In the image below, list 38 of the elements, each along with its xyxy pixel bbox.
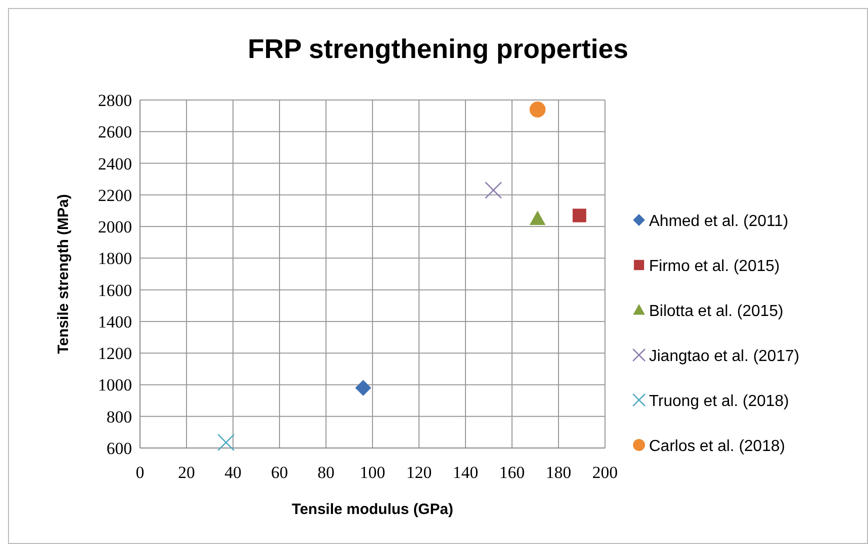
point bbox=[217, 434, 235, 452]
y-tick-label: 1800 bbox=[98, 249, 132, 268]
legend-label: Carlos et al. (2018) bbox=[649, 438, 786, 455]
chart-title: FRP strengthening properties bbox=[248, 34, 628, 64]
x-axis-title: Tensile modulus (GPa) bbox=[292, 501, 454, 518]
x-tick-label: 40 bbox=[224, 463, 242, 482]
x-tick-label: 180 bbox=[546, 463, 572, 482]
y-tick-label: 600 bbox=[106, 439, 132, 458]
x-tick-label: 200 bbox=[592, 463, 618, 482]
x-tick-label: 140 bbox=[452, 463, 478, 482]
y-tick-label: 2400 bbox=[98, 154, 132, 174]
point bbox=[530, 101, 546, 118]
y-tick-label: 1400 bbox=[98, 312, 132, 332]
y-tick-label: 2000 bbox=[98, 218, 132, 237]
x-tick-label: 120 bbox=[406, 463, 432, 482]
y-tick-label: 2200 bbox=[98, 186, 132, 205]
point bbox=[484, 182, 502, 199]
x-tick-label: 0 bbox=[136, 463, 144, 482]
point bbox=[530, 210, 546, 226]
x-tick-label: 80 bbox=[318, 463, 334, 482]
y-tick-label: 2800 bbox=[98, 91, 132, 110]
legend-label: Bilotta et al. (2015) bbox=[649, 303, 784, 320]
y-tick-label: 1000 bbox=[98, 376, 132, 395]
legend-label: Ahmed et al. (2011) bbox=[649, 213, 788, 230]
x-tick-label: 100 bbox=[360, 463, 386, 482]
legend-label: Jiangtao et al. (2017) bbox=[649, 348, 800, 365]
legend-label: Firmo et al. (2015) bbox=[649, 258, 780, 275]
point bbox=[355, 380, 372, 396]
y-tick-label: 800 bbox=[106, 407, 132, 426]
x-tick-label: 20 bbox=[178, 463, 195, 482]
y-tick-label: 2600 bbox=[98, 122, 132, 142]
y-tick-label: 1200 bbox=[98, 344, 132, 364]
point bbox=[572, 208, 586, 222]
legend-label: Truong et al. (2018) bbox=[649, 393, 789, 410]
y-tick-label: 1600 bbox=[98, 280, 132, 300]
x-tick-label: 160 bbox=[499, 463, 525, 482]
y-axis-title: Tensile strength (MPa) bbox=[55, 194, 72, 354]
x-tick-label: 60 bbox=[271, 463, 288, 482]
